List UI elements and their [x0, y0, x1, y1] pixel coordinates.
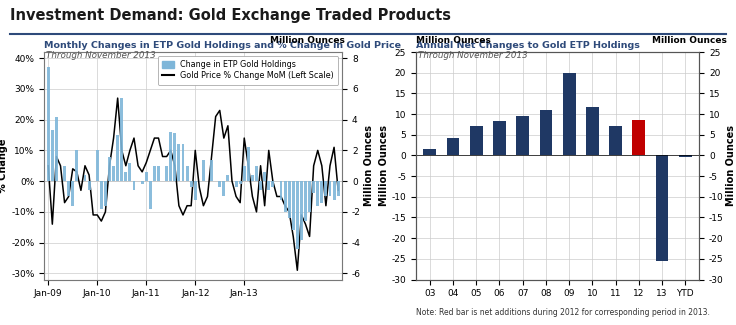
Bar: [165, 166, 168, 181]
Bar: [145, 172, 148, 181]
Bar: [316, 181, 319, 206]
Bar: [222, 181, 225, 197]
Bar: [423, 149, 436, 155]
Bar: [263, 172, 266, 181]
Bar: [227, 175, 230, 181]
Bar: [71, 181, 74, 206]
Bar: [251, 175, 254, 181]
Bar: [243, 166, 246, 181]
Bar: [283, 181, 286, 212]
Legend: Change in ETP Gold Holdings, Gold Price % Change MoM (Left Scale): Change in ETP Gold Holdings, Gold Price …: [158, 56, 339, 84]
Bar: [51, 130, 54, 181]
Bar: [304, 181, 307, 221]
Bar: [47, 67, 49, 181]
Bar: [609, 126, 622, 155]
Bar: [182, 144, 185, 181]
Bar: [255, 166, 258, 181]
Bar: [296, 181, 299, 249]
Bar: [328, 181, 331, 197]
Bar: [247, 147, 250, 181]
Text: Through November 2013: Through November 2013: [46, 51, 156, 60]
Bar: [259, 181, 262, 190]
Bar: [470, 126, 483, 155]
Bar: [219, 181, 222, 187]
Bar: [493, 122, 506, 155]
Text: Through November 2013: Through November 2013: [418, 51, 528, 60]
Bar: [124, 172, 127, 181]
Bar: [586, 107, 599, 155]
Bar: [84, 175, 86, 181]
Bar: [539, 110, 552, 155]
Text: Million Ounces: Million Ounces: [651, 36, 726, 45]
Bar: [129, 163, 131, 181]
Bar: [267, 181, 270, 190]
Bar: [185, 166, 188, 181]
Bar: [337, 181, 339, 197]
Bar: [149, 181, 152, 209]
Bar: [116, 135, 119, 181]
Y-axis label: Million Ounces: Million Ounces: [378, 125, 389, 206]
Bar: [177, 144, 180, 181]
Bar: [104, 181, 107, 206]
Bar: [563, 73, 576, 155]
Bar: [174, 134, 176, 181]
Bar: [120, 98, 123, 181]
Bar: [235, 181, 238, 187]
Text: Investment Demand: Gold Exchange Traded Products: Investment Demand: Gold Exchange Traded …: [10, 8, 450, 23]
Bar: [280, 181, 283, 200]
Y-axis label: % Change: % Change: [0, 138, 8, 193]
Bar: [679, 155, 692, 157]
Y-axis label: Million Ounces: Million Ounces: [364, 125, 374, 206]
Bar: [108, 157, 111, 181]
Bar: [308, 181, 311, 212]
Bar: [202, 160, 205, 181]
Bar: [63, 166, 66, 181]
Bar: [288, 181, 291, 218]
Bar: [75, 150, 78, 181]
Bar: [67, 181, 70, 197]
Text: Million Ounces: Million Ounces: [416, 36, 491, 45]
Bar: [300, 181, 302, 240]
Text: Monthly Changes in ETP Gold Holdings and % Change in Gold Price: Monthly Changes in ETP Gold Holdings and…: [44, 41, 401, 50]
Bar: [153, 166, 156, 181]
Bar: [272, 181, 275, 187]
Bar: [55, 117, 58, 181]
Bar: [656, 155, 668, 261]
Bar: [325, 181, 328, 197]
Bar: [312, 181, 315, 193]
Text: Million Ounces: Million Ounces: [269, 36, 344, 45]
Bar: [210, 160, 213, 181]
Bar: [190, 181, 193, 187]
Bar: [194, 181, 197, 200]
Bar: [141, 181, 144, 184]
Bar: [333, 181, 336, 200]
Bar: [320, 181, 323, 203]
Bar: [632, 120, 645, 155]
Bar: [447, 138, 459, 155]
Bar: [96, 150, 99, 181]
Bar: [169, 132, 172, 181]
Bar: [88, 181, 91, 190]
Bar: [157, 166, 160, 181]
Bar: [516, 116, 529, 155]
Bar: [238, 181, 241, 184]
Text: Annual Net Changes to Gold ETP Holdings: Annual Net Changes to Gold ETP Holdings: [416, 41, 640, 50]
Bar: [100, 181, 103, 209]
Bar: [291, 181, 294, 230]
Text: Note: Red bar is net additions during 2012 for corresponding period in 2013.: Note: Red bar is net additions during 20…: [416, 308, 710, 317]
Y-axis label: Million Ounces: Million Ounces: [726, 125, 736, 206]
Bar: [132, 181, 135, 190]
Bar: [112, 166, 115, 181]
